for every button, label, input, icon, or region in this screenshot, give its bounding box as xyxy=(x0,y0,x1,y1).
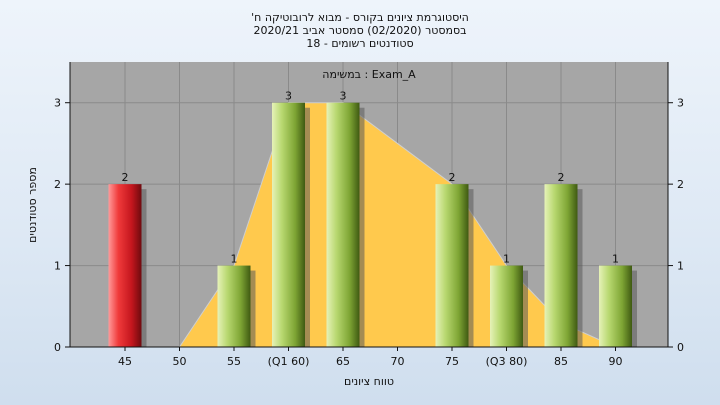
chart-title-line-3: סטודנטים רשומים - 18 xyxy=(306,37,414,50)
y-tick-label-left: 0 xyxy=(54,341,61,354)
y-tick-label-right: 3 xyxy=(677,97,684,110)
y-tick-label-left: 1 xyxy=(54,260,61,273)
bars xyxy=(108,102,632,347)
value-label: 1 xyxy=(612,253,619,266)
value-label: 2 xyxy=(449,171,456,184)
bar-85 xyxy=(544,184,578,347)
x-tick-label: 65 xyxy=(336,355,350,368)
x-tick-label: 85 xyxy=(554,355,568,368)
x-tick-label: 45 xyxy=(118,355,132,368)
bar-(Q3 80) xyxy=(490,265,523,347)
y-tick-label-right: 1 xyxy=(677,260,684,273)
value-label: 2 xyxy=(558,171,565,184)
value-label: 2 xyxy=(122,171,129,184)
chart-title-line-2: 2020/21 בסמסטר (02/2020) סמסטר אביב xyxy=(253,24,467,37)
bar-65 xyxy=(326,102,360,347)
x-tick-label: 55 xyxy=(227,355,241,368)
x-tick-label: 75 xyxy=(445,355,459,368)
bar-90 xyxy=(599,265,632,347)
chart-title-line-1: 'היסטוגרמת ציונים בקורס - מבוא לרובוטיקה… xyxy=(251,11,469,24)
y-tick-label-right: 0 xyxy=(677,341,684,354)
x-tick-label: (Q3 80) xyxy=(486,355,528,368)
value-label: 1 xyxy=(503,253,510,266)
plot-annotation: במשימה : Exam_A xyxy=(322,68,416,81)
y-tick-label-right: 2 xyxy=(677,178,684,191)
value-labels: 2 1 3 3 2 1 2 1 xyxy=(122,90,620,266)
bar-55 xyxy=(217,265,251,347)
bar-45 xyxy=(108,184,142,347)
y-tick-label-left: 2 xyxy=(54,178,61,191)
x-tick-label: 90 xyxy=(609,355,623,368)
x-tick-label: 70 xyxy=(391,355,405,368)
x-tick-label: (Q1 60) xyxy=(268,355,310,368)
x-axis-title: טווח ציונים xyxy=(344,375,394,388)
value-label: 3 xyxy=(285,90,292,103)
y-tick-label-left: 3 xyxy=(54,97,61,110)
bar-75 xyxy=(435,184,469,347)
bar-(Q1 60) xyxy=(272,102,305,347)
axes: 0 0 1 1 2 2 3 3 45 50 55 (Q1 60) 65 70 75 (Q3 80) 85 90 xyxy=(54,62,684,368)
value-label: 1 xyxy=(231,253,238,266)
x-tick-label: 50 xyxy=(173,355,187,368)
y-axis-title: מספר סטודנטים xyxy=(26,167,39,243)
value-label: 3 xyxy=(340,90,347,103)
